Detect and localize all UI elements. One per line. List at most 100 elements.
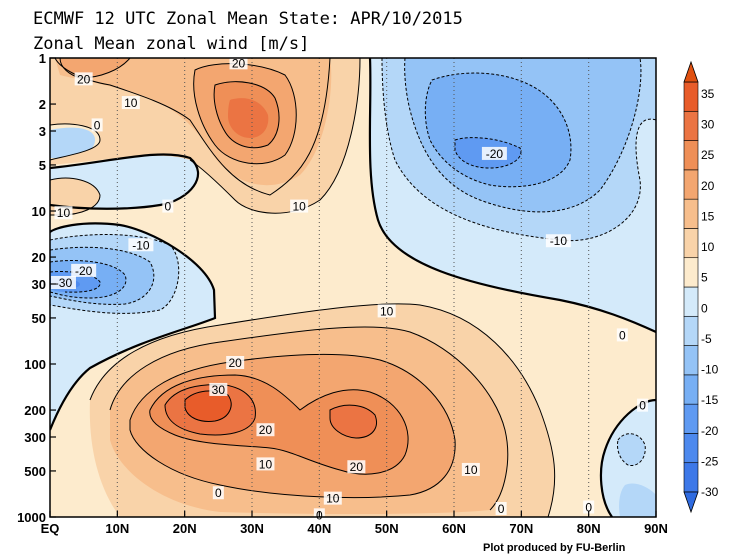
x-tick-label: 60N bbox=[442, 521, 466, 536]
colorbar-segment bbox=[683, 257, 699, 288]
contour-label: 0 bbox=[498, 502, 505, 516]
contour-label-bg bbox=[91, 118, 103, 132]
contour-label: 20 bbox=[350, 460, 364, 474]
colorbar-label: 15 bbox=[701, 209, 715, 223]
contour-label-bg bbox=[495, 501, 507, 515]
y-tick-label: 3 bbox=[39, 124, 46, 139]
contour-label-bg bbox=[290, 199, 309, 213]
credit-text: Plot produced by FU-Berlin bbox=[483, 542, 626, 554]
contour-label-bg bbox=[209, 382, 228, 396]
contour-label: 10 bbox=[57, 206, 71, 220]
contour-label: 0 bbox=[619, 328, 626, 342]
contour-label-bg bbox=[50, 275, 76, 289]
colorbar-top-arrow bbox=[683, 60, 699, 83]
contour-label-bg bbox=[461, 462, 480, 476]
y-tick-label: 2 bbox=[39, 97, 46, 112]
contour-label: 10 bbox=[380, 304, 394, 318]
contour-label: 10 bbox=[292, 200, 306, 214]
x-tick-label: 40N bbox=[307, 521, 331, 536]
contour-label-bg bbox=[256, 423, 275, 437]
contour-label-bg bbox=[637, 398, 649, 412]
colorbar-segment bbox=[683, 198, 699, 229]
x-tick-label: 90N bbox=[644, 521, 668, 536]
colorbar-label: -25 bbox=[701, 454, 719, 468]
contour-label-bg bbox=[212, 486, 224, 500]
colorbar-segment bbox=[683, 315, 699, 346]
colorbar-segment bbox=[683, 433, 699, 464]
colorbar-segment bbox=[683, 403, 699, 434]
contour-label: 30 bbox=[212, 383, 226, 397]
contour-label: 10 bbox=[124, 96, 138, 110]
y-tick-label: 1000 bbox=[17, 510, 46, 525]
contour-label-bg bbox=[229, 56, 248, 70]
colorbar-segment bbox=[683, 110, 699, 141]
colorbar-label: 5 bbox=[701, 271, 708, 285]
contour-label-bg bbox=[74, 72, 93, 86]
contour-label: -20 bbox=[486, 147, 504, 161]
y-tick-label: 300 bbox=[24, 430, 46, 445]
colorbar-segment bbox=[683, 140, 699, 171]
contour-label-bg bbox=[481, 146, 507, 160]
colorbar-label: 30 bbox=[701, 118, 715, 132]
contour-label-bg bbox=[323, 491, 342, 505]
colorbar-segment bbox=[683, 286, 699, 317]
colorbar-segment bbox=[683, 462, 699, 493]
colorbar-label: -15 bbox=[701, 393, 719, 407]
contour-label: 20 bbox=[232, 56, 246, 70]
contour-label-bg bbox=[128, 238, 154, 252]
y-axis: 1 2 3 5 10 20 30 50 100 200 300 500 1000 bbox=[17, 51, 56, 525]
gridlines bbox=[116, 58, 590, 517]
colorbar-label: -10 bbox=[701, 363, 719, 377]
contour-label: 0 bbox=[94, 118, 101, 132]
colorbar-segment bbox=[683, 228, 699, 259]
colorbar-label: -30 bbox=[701, 485, 719, 499]
colorbar-segment bbox=[683, 81, 699, 112]
contour-label: 20 bbox=[228, 356, 242, 370]
contour-label: 0 bbox=[215, 486, 222, 500]
contour-label-bg bbox=[256, 457, 275, 471]
x-tick-label: 70N bbox=[509, 521, 533, 536]
contour-label: -10 bbox=[132, 238, 150, 252]
contour-label: 10 bbox=[464, 463, 478, 477]
contour-label-bg bbox=[583, 500, 595, 514]
y-tick-label: 500 bbox=[24, 464, 46, 479]
x-tick-label: 50N bbox=[375, 521, 399, 536]
contour-label: 20 bbox=[259, 423, 273, 437]
colorbar-label: -5 bbox=[701, 332, 712, 346]
chart-title: ECMWF 12 UTC Zonal Mean State: APR/10/20… bbox=[33, 9, 463, 29]
contour-label: 20 bbox=[77, 72, 91, 86]
plot-frame bbox=[49, 57, 657, 518]
colorbar-label: 35 bbox=[701, 87, 715, 101]
contour-label-bg bbox=[162, 199, 174, 213]
contour-label-bg bbox=[121, 96, 140, 110]
contour-label-bg bbox=[226, 356, 245, 369]
contour-label: 10 bbox=[326, 492, 340, 506]
contour-label-bg bbox=[71, 263, 97, 277]
contour-label-bg bbox=[54, 206, 73, 220]
colorbar-label: 0 bbox=[701, 301, 708, 315]
colorbar-label: 10 bbox=[701, 240, 715, 254]
contour-label: 0 bbox=[585, 501, 592, 515]
contour-label: -30 bbox=[55, 276, 73, 290]
colorbar-segment bbox=[683, 169, 699, 200]
contour-label: 0 bbox=[164, 200, 171, 214]
contour-label: -20 bbox=[75, 264, 93, 278]
y-tick-label: 10 bbox=[32, 204, 46, 219]
y-tick-label: 100 bbox=[24, 357, 46, 372]
y-tick-label: 20 bbox=[32, 250, 46, 265]
contour-label-bg bbox=[377, 304, 396, 318]
contour-label-bg bbox=[347, 460, 366, 474]
chart-subtitle: Zonal Mean zonal wind [m/s] bbox=[33, 34, 309, 54]
contour-label: 0 bbox=[639, 399, 646, 413]
x-tick-label: 80N bbox=[577, 521, 601, 536]
colorbar-label: 20 bbox=[701, 179, 715, 193]
contour-label-bg bbox=[616, 328, 628, 342]
x-axis: EQ 10N 20N 30N 40N 50N 60N 70N 80N 90N bbox=[41, 511, 668, 536]
y-tick-label: 1 bbox=[39, 51, 46, 66]
x-tick-label: EQ bbox=[41, 521, 60, 536]
x-tick-label: 10N bbox=[105, 521, 129, 536]
contour-label: -10 bbox=[550, 234, 568, 248]
colorbar-label: 25 bbox=[701, 148, 715, 162]
